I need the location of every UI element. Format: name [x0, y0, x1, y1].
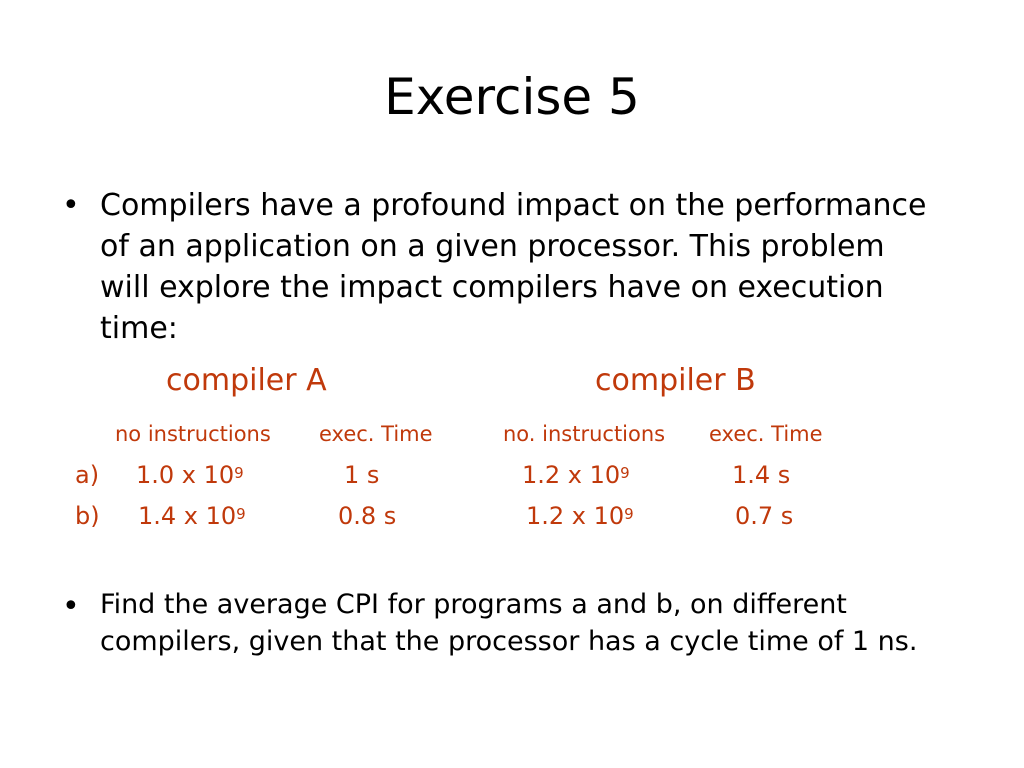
bullet-line: will explore the impact compilers have o…: [100, 270, 884, 305]
value-base: 1.0 x 10: [136, 461, 235, 489]
compiler-a-label: compiler A: [166, 363, 327, 398]
bullet-line: compilers, given that the processor has …: [100, 626, 918, 657]
bullet-line: Find the average CPI for programs a and …: [100, 589, 847, 620]
bullet-line: of an application on a given processor. …: [100, 229, 885, 264]
bullet-intro-text: Compilers have a profound impact on the …: [100, 185, 980, 349]
bullet-line: Compilers have a profound impact on the …: [100, 188, 927, 223]
bullet-question-text: Find the average CPI for programs a and …: [100, 586, 980, 660]
bullet-marker: •: [62, 589, 80, 624]
row-b-compiler-a-instructions: 1.4 x 109: [138, 500, 246, 532]
bullet-marker: •: [62, 188, 80, 223]
value-base: 1.2 x 10: [522, 461, 621, 489]
row-a-compiler-b-time: 1.4 s: [732, 461, 791, 489]
compiler-b-label: compiler B: [595, 363, 756, 398]
header-b-instructions: no. instructions: [503, 422, 666, 446]
header-a-exec-time: exec. Time: [319, 422, 433, 446]
header-a-instructions: no instructions: [115, 422, 271, 446]
row-b-compiler-b-instructions: 1.2 x 109: [526, 500, 634, 532]
value-exponent: 9: [620, 464, 630, 482]
value-base: 1.4 x 10: [138, 502, 237, 530]
row-label: a): [75, 461, 100, 489]
row-b-compiler-a-time: 0.8 s: [338, 502, 397, 530]
row-a-compiler-a-time: 1 s: [344, 461, 380, 489]
value-exponent: 9: [236, 505, 246, 523]
header-b-exec-time: exec. Time: [709, 422, 823, 446]
value-exponent: 9: [624, 505, 634, 523]
row-label: b): [75, 502, 100, 530]
row-a-compiler-b-instructions: 1.2 x 109: [522, 459, 630, 491]
bullet-line: time:: [100, 311, 178, 346]
value-exponent: 9: [234, 464, 244, 482]
slide-title: Exercise 5: [384, 68, 640, 126]
row-b-compiler-b-time: 0.7 s: [735, 502, 794, 530]
row-a-compiler-a-instructions: 1.0 x 109: [136, 459, 244, 491]
value-base: 1.2 x 10: [526, 502, 625, 530]
